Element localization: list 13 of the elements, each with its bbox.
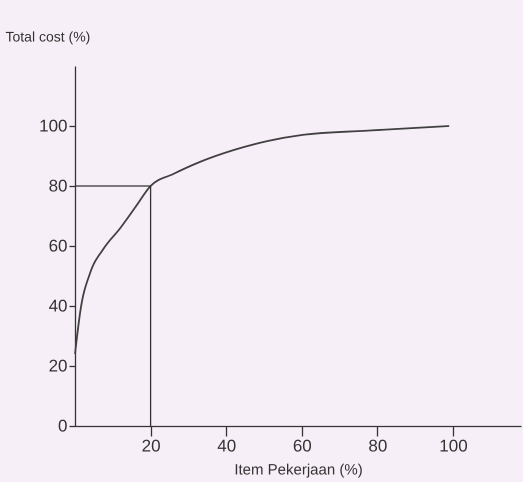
y-tick-label: 0: [58, 416, 68, 436]
y-tick-label: 100: [39, 116, 68, 136]
x-tick-label: 80: [368, 436, 388, 456]
y-tick-label: 80: [48, 176, 68, 196]
y-tick-label: 60: [48, 236, 68, 256]
x-tick-label: 60: [292, 436, 312, 456]
y-tick-label: 40: [48, 296, 68, 316]
x-tick-label: 100: [439, 436, 468, 456]
x-tick-label: 40: [217, 436, 236, 456]
y-axis-title: Total cost (%): [6, 28, 90, 44]
x-axis-title: Item Pekerjaan (%): [234, 462, 363, 478]
x-tick-label: 20: [142, 436, 161, 456]
y-tick-label: 20: [48, 356, 68, 376]
